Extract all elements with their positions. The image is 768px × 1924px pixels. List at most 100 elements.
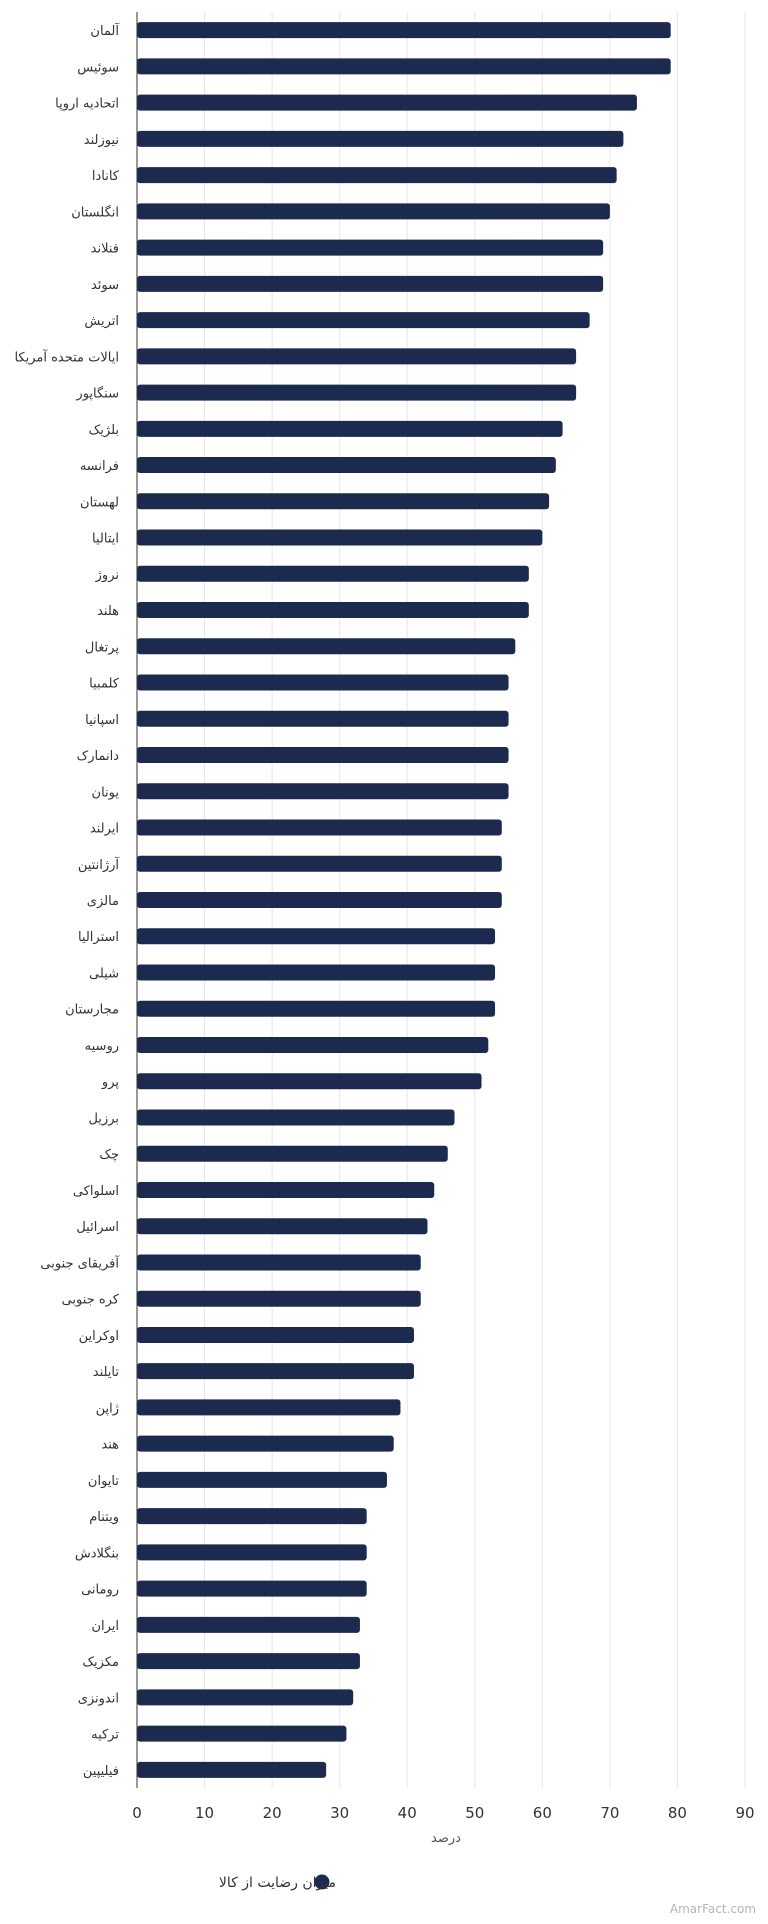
- bar[interactable]: مالزی: 54: [137, 892, 502, 908]
- bar[interactable]: سوئد: 69: [137, 275, 604, 292]
- x-tick-label: 90: [735, 1804, 754, 1822]
- bar[interactable]: سوئیس: 79: [137, 58, 671, 75]
- bar[interactable]: نروژ: 58: [137, 565, 529, 582]
- category-labels: آلمان سوئیس اتحادیه اروپا نیوزلند کانادا انگل…: [14, 22, 120, 1779]
- bar[interactable]: بنگلادش: 34: [137, 1544, 367, 1561]
- bar[interactable]: پرتغال: 56: [137, 638, 516, 655]
- bar[interactable]: اتریش: 67: [137, 312, 590, 329]
- category-label: ایرلند: [90, 822, 119, 837]
- category-label: ایالات متحده آمریکا: [14, 348, 119, 365]
- bar[interactable]: مجارستان: 53: [137, 1000, 496, 1017]
- x-axis-title: درصد: [431, 1831, 461, 1846]
- bar[interactable]: ویتنام: 34: [137, 1508, 367, 1525]
- category-label: چک: [99, 1148, 119, 1163]
- bar[interactable]: اسپانیا: 55: [137, 710, 509, 727]
- bar[interactable]: مکزیک: 33: [137, 1653, 360, 1670]
- bar[interactable]: ژاپن: 39: [137, 1399, 401, 1416]
- category-label: آلمان: [90, 22, 120, 39]
- x-tick-label: 70: [600, 1804, 619, 1822]
- legend-series-label: میزان رضایت از کالا: [219, 1875, 336, 1891]
- category-label: اوکراین: [79, 1329, 119, 1344]
- category-label: هلند: [97, 604, 119, 619]
- category-label: استرالیا: [78, 930, 119, 945]
- bar[interactable]: کانادا: 71: [137, 167, 617, 184]
- category-label: یونان: [92, 785, 120, 800]
- bar[interactable]: بلژیک: 63: [137, 420, 563, 437]
- category-label: آفریقای جنوبی: [40, 1254, 120, 1271]
- category-label: فیلیپین: [83, 1764, 119, 1779]
- category-label: اتحادیه اروپا: [55, 97, 119, 112]
- bar[interactable]: پرو: 51: [137, 1073, 482, 1090]
- bar[interactable]: آلمان: 79: [137, 22, 671, 39]
- category-label: کانادا: [92, 169, 120, 184]
- category-label: اسرائیل: [76, 1220, 119, 1235]
- bar[interactable]: برزیل: 47: [137, 1109, 455, 1126]
- category-label: سنگاپور: [75, 386, 119, 402]
- category-label: فنلاند: [91, 242, 119, 257]
- bar[interactable]: ایران: 33: [137, 1616, 360, 1633]
- category-label: روسیه: [85, 1039, 119, 1054]
- category-label: ترکیه: [91, 1728, 119, 1743]
- bar[interactable]: ایتالیا: 60: [137, 529, 543, 546]
- bar[interactable]: استرالیا: 53: [137, 928, 496, 945]
- bars: آلمان: 79 سوئیس: 79 اتحادیه اروپا: 74 نیوزل…: [137, 22, 671, 1778]
- bar[interactable]: اتحادیه اروپا: 74: [137, 94, 637, 111]
- bar[interactable]: شیلی: 53: [137, 964, 496, 981]
- category-label: هند: [101, 1438, 119, 1453]
- category-label: آرژانتین: [78, 856, 121, 873]
- bar[interactable]: ایالات متحده آمریکا: 65: [137, 348, 577, 365]
- category-label: سوئیس: [77, 60, 119, 75]
- category-label: فرانسه: [80, 459, 119, 474]
- category-label: ویتنام: [89, 1510, 119, 1525]
- category-label: اندونزی: [78, 1691, 119, 1706]
- bar[interactable]: فیلیپین: 28: [137, 1761, 327, 1778]
- category-label: اسپانیا: [85, 713, 119, 728]
- bar[interactable]: اسلواکی: 44: [137, 1181, 435, 1198]
- bar[interactable]: هند: 38: [137, 1435, 394, 1452]
- bar[interactable]: کلمبیا: 55: [137, 674, 509, 691]
- category-label: ژاپن: [96, 1401, 119, 1416]
- x-tick-label: 80: [668, 1804, 687, 1822]
- bar[interactable]: دانمارک: 55: [137, 747, 509, 764]
- bar[interactable]: فرانسه: 62: [137, 457, 556, 474]
- bar[interactable]: رومانی: 34: [137, 1580, 367, 1597]
- bar[interactable]: آفریقای جنوبی: 42: [137, 1254, 421, 1271]
- category-label: لهستان: [80, 495, 119, 510]
- category-label: شیلی: [89, 966, 119, 981]
- x-tick-labels: 0 10 20 30 40 50 60 70 80 90: [132, 1804, 754, 1822]
- bar[interactable]: ایرلند: 54: [137, 819, 502, 836]
- bar[interactable]: لهستان: 61: [137, 493, 550, 510]
- category-label: بلژیک: [89, 423, 119, 438]
- bar[interactable]: اسرائیل: 43: [137, 1218, 428, 1235]
- bar[interactable]: اندونزی: 32: [137, 1689, 354, 1706]
- bar[interactable]: فنلاند: 69: [137, 239, 604, 256]
- bar[interactable]: اوکراین: 41: [137, 1326, 414, 1343]
- category-label: رومانی: [81, 1583, 119, 1598]
- category-label: دانمارک: [77, 749, 120, 764]
- bar[interactable]: روسیه: 52: [137, 1036, 489, 1053]
- x-tick-label: 40: [398, 1804, 417, 1822]
- legend[interactable]: میزان رضایت از کالا: [219, 1874, 336, 1892]
- category-label: مجارستان: [65, 1003, 119, 1018]
- category-label: نروژ: [95, 568, 119, 583]
- category-label: انگلستان: [71, 204, 119, 220]
- bar[interactable]: کره جنوبی: 42: [137, 1290, 421, 1307]
- bar[interactable]: تایلند: 41: [137, 1363, 414, 1380]
- bar[interactable]: سنگاپور: 65: [137, 384, 577, 401]
- bar[interactable]: یونان: 55: [137, 783, 509, 800]
- x-tick-label: 60: [533, 1804, 552, 1822]
- category-label: نیوزلند: [84, 133, 119, 148]
- bar[interactable]: نیوزلند: 72: [137, 130, 624, 147]
- x-tick-label: 0: [132, 1804, 142, 1822]
- bar[interactable]: تایوان: 37: [137, 1471, 387, 1488]
- bar[interactable]: آرژانتین: 54: [137, 855, 502, 872]
- watermark: AmarFact.com: [670, 1902, 756, 1916]
- bar[interactable]: انگلستان: 70: [137, 203, 610, 220]
- bar[interactable]: هلند: 58: [137, 602, 529, 619]
- category-label: ایران: [91, 1619, 119, 1634]
- bar[interactable]: چک: 46: [137, 1145, 448, 1162]
- bar[interactable]: ترکیه: 31: [137, 1725, 347, 1742]
- category-label: اتریش: [84, 314, 119, 329]
- category-label: ایتالیا: [92, 532, 119, 547]
